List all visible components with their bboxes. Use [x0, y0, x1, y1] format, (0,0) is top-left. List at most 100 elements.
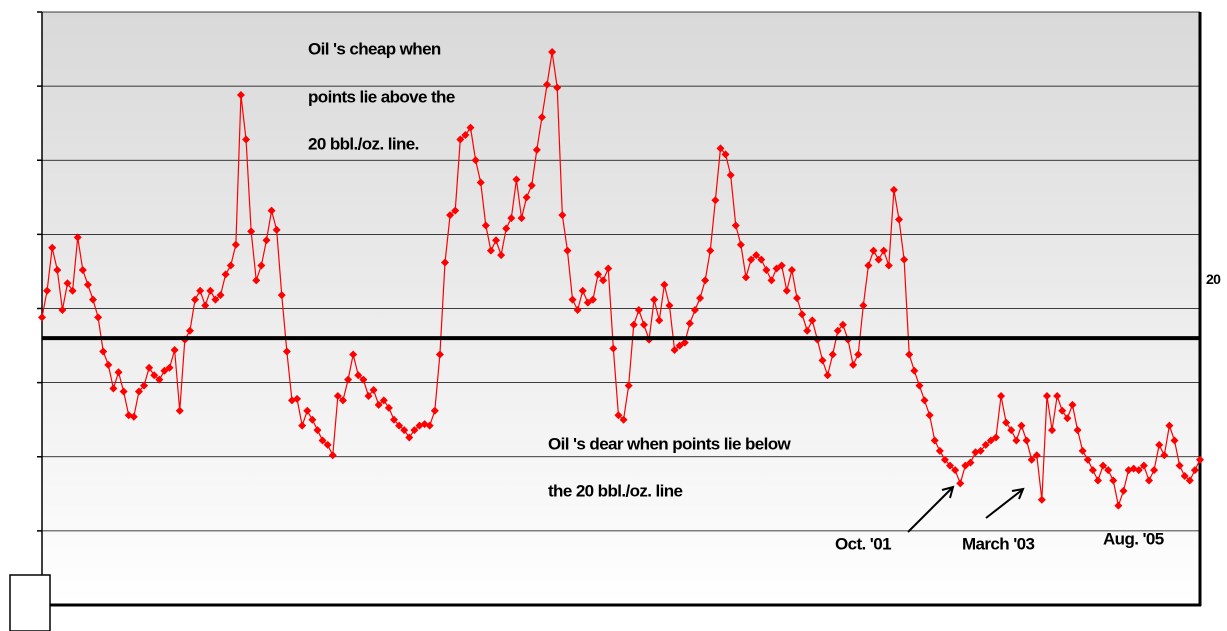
marker: [236, 91, 245, 100]
marker: [568, 295, 577, 304]
marker: [838, 320, 847, 329]
marker: [1027, 455, 1036, 464]
marker: [762, 265, 771, 274]
marker: [328, 451, 337, 460]
marker: [787, 265, 796, 274]
marker: [400, 426, 409, 435]
marker: [665, 301, 674, 310]
marker: [930, 436, 939, 445]
marker: [634, 305, 643, 314]
marker: [1078, 446, 1087, 455]
marker: [604, 264, 613, 273]
marker: [849, 360, 858, 369]
marker: [991, 433, 1000, 442]
marker: [1007, 426, 1016, 435]
marker: [706, 246, 715, 255]
marker: [451, 206, 460, 215]
marker: [323, 440, 332, 449]
marker: [670, 346, 679, 355]
marker: [879, 246, 888, 255]
marker: [1032, 451, 1041, 460]
marker: [1022, 436, 1031, 445]
marker: [68, 286, 77, 295]
annotation: points lie above the: [308, 87, 455, 106]
corner-box: [9, 574, 51, 631]
annotation: the 20 bbl./oz. line: [548, 481, 683, 500]
marker: [165, 363, 174, 372]
marker: [619, 415, 628, 424]
marker: [456, 135, 465, 144]
marker: [89, 295, 98, 304]
marker: [915, 381, 924, 390]
marker: [58, 305, 67, 314]
marker: [940, 455, 949, 464]
marker: [757, 255, 766, 264]
marker: [1073, 426, 1082, 435]
marker: [1160, 451, 1169, 460]
marker: [532, 145, 541, 154]
marker: [364, 391, 373, 400]
reference-label: 20: [1206, 271, 1221, 287]
marker: [1058, 406, 1067, 415]
marker: [1099, 461, 1108, 470]
marker: [956, 479, 965, 488]
marker: [1190, 466, 1199, 475]
marker: [1037, 495, 1046, 504]
marker: [476, 178, 485, 187]
marker: [1048, 426, 1057, 435]
marker: [145, 363, 154, 372]
marker: [257, 261, 266, 270]
marker: [507, 214, 516, 223]
marker: [1114, 501, 1123, 510]
marker: [1002, 418, 1011, 427]
marker: [252, 276, 261, 285]
marker: [854, 350, 863, 359]
marker: [701, 276, 710, 285]
marker: [461, 131, 470, 140]
marker: [1093, 476, 1102, 485]
marker: [808, 316, 817, 325]
marker: [726, 171, 735, 180]
marker: [1042, 391, 1051, 400]
marker: [395, 421, 404, 430]
marker: [502, 224, 511, 233]
marker: [1144, 476, 1153, 485]
marker: [1068, 400, 1077, 409]
marker: [410, 426, 419, 435]
marker: [1017, 421, 1026, 430]
marker: [884, 261, 893, 270]
marker: [384, 403, 393, 412]
marker: [573, 305, 582, 314]
marker: [471, 156, 480, 165]
marker: [430, 406, 439, 415]
marker: [201, 301, 210, 310]
marker: [798, 310, 807, 319]
annotation: Oct. '01: [835, 534, 891, 553]
marker: [231, 240, 240, 249]
marker: [216, 291, 225, 300]
arrow-head: [1011, 487, 1025, 500]
marker: [134, 387, 143, 396]
marker: [1185, 476, 1194, 485]
marker: [767, 276, 776, 285]
marker: [578, 286, 587, 295]
marker: [650, 295, 659, 304]
marker: [660, 280, 669, 289]
marker: [492, 236, 501, 245]
marker: [1063, 414, 1072, 423]
marker: [711, 196, 720, 205]
marker: [446, 211, 455, 220]
marker: [563, 246, 572, 255]
marker: [624, 381, 633, 390]
marker: [986, 436, 995, 445]
marker: [736, 240, 745, 249]
marker: [1139, 461, 1148, 470]
marker: [527, 181, 536, 190]
marker: [1196, 455, 1204, 464]
marker: [369, 386, 378, 395]
marker: [104, 360, 113, 369]
marker: [731, 221, 740, 230]
marker: [1104, 466, 1113, 475]
marker: [63, 279, 72, 288]
marker: [823, 371, 832, 380]
